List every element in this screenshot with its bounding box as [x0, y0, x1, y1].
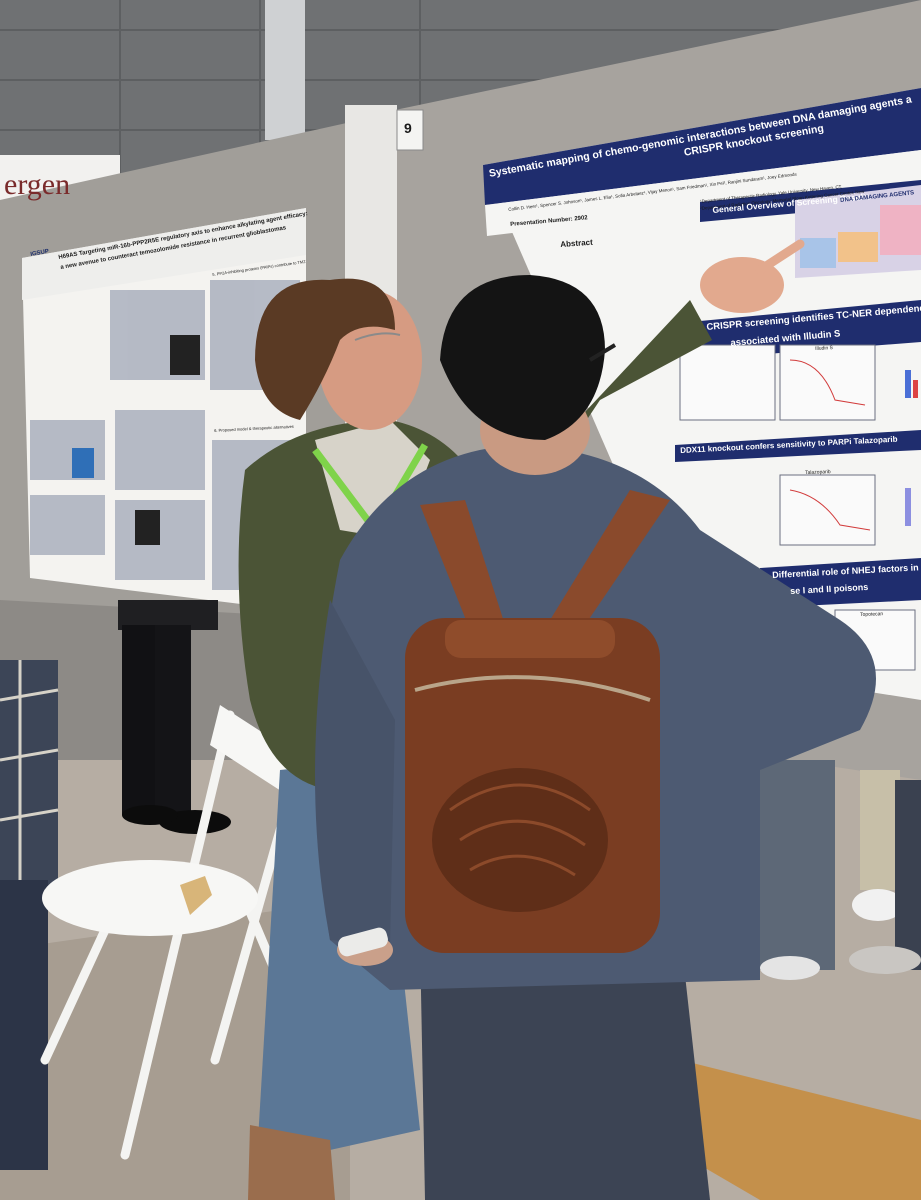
backpack-strap-right — [550, 490, 670, 625]
left-poster-blot-2 — [135, 510, 160, 545]
presenter-glasses — [354, 332, 401, 341]
bar-blue — [905, 370, 911, 398]
topotecan-panel-title: Topotecan — [860, 611, 884, 618]
dda-box-orange — [838, 232, 878, 262]
backpack-emboss — [432, 768, 608, 912]
left-poster-header — [22, 208, 306, 300]
ddx11-header-bar — [675, 430, 921, 462]
listener-hair — [440, 275, 605, 440]
right-poster-plots — [679, 344, 916, 671]
plaid-person-edge — [0, 660, 59, 1170]
talazoparib-panel-title: Talazoparib — [805, 469, 831, 476]
brown-leather-backpack — [405, 490, 670, 953]
background-person-left — [118, 600, 231, 834]
paper-on-chair — [180, 876, 212, 915]
background-person-right — [760, 760, 921, 980]
board-number: 9 — [404, 120, 412, 136]
backpack-emboss-lines — [449, 783, 591, 877]
presenter-hair — [255, 278, 395, 420]
left-poster-blot — [170, 335, 200, 375]
bar-pink — [905, 488, 911, 526]
backpack-zipper — [414, 675, 651, 702]
white-column — [265, 0, 305, 140]
board-number-plate — [396, 109, 424, 151]
backpack-top-handle — [445, 620, 615, 658]
backpack-strap-left — [420, 500, 505, 630]
listener-trousers — [420, 930, 710, 1200]
presenter-shoe — [248, 1125, 335, 1200]
right-poster-title-bar — [483, 88, 921, 205]
left-poster-blue-panel — [72, 448, 94, 478]
dda-box-pink — [880, 205, 921, 255]
right-poster-subtitle-bar — [485, 150, 921, 236]
listener-glasses — [588, 343, 617, 362]
illudin-panel-title: Illudin S — [815, 345, 834, 352]
listener-arm — [315, 600, 395, 945]
rolled-paper — [338, 927, 388, 957]
chair-seat — [42, 860, 258, 936]
booth-banner-text: ergen — [4, 168, 71, 201]
bar-red — [913, 380, 918, 398]
dda-box-blue — [800, 238, 836, 268]
